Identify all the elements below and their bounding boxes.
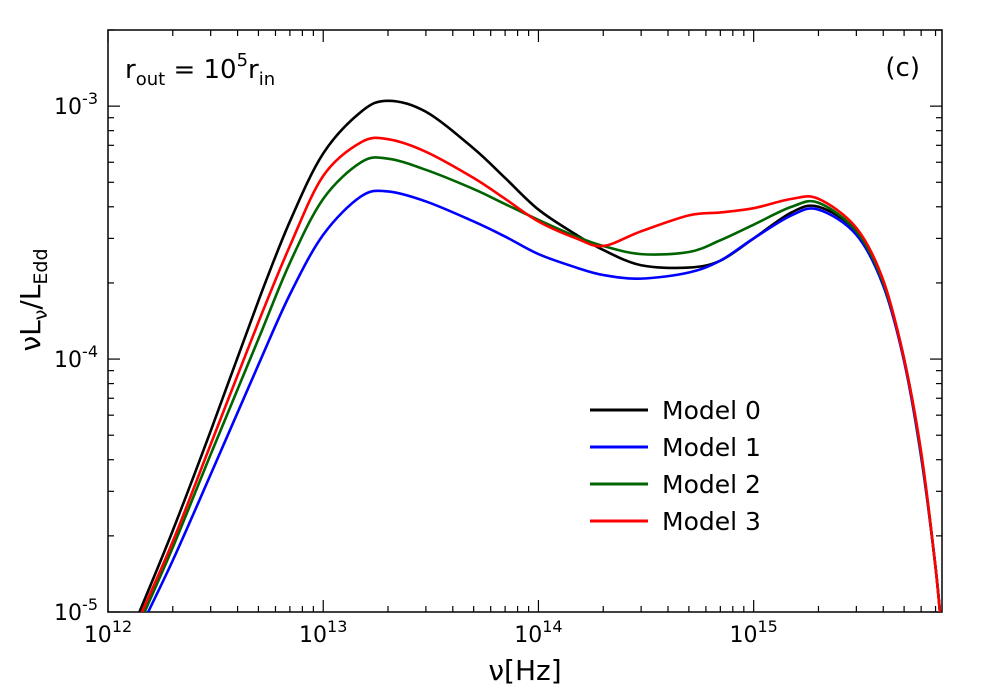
condition-annotation: rout = 105rin bbox=[125, 50, 275, 90]
y-tick-exp: -5 bbox=[82, 595, 98, 614]
y-tick-label: 10-5 bbox=[54, 595, 98, 626]
cond-sub-out: out bbox=[136, 69, 165, 90]
x-tick-label: 1012 bbox=[84, 617, 132, 648]
series-line-model-0 bbox=[138, 99, 942, 612]
cond-mid: = 10 bbox=[165, 55, 236, 85]
x-axis-label: ν[Hz] bbox=[488, 654, 561, 687]
x-tick-labels: 1012 1013 1014 1015 bbox=[84, 617, 778, 648]
series-line-model-3 bbox=[140, 136, 942, 612]
x-tick-base: 10 bbox=[84, 623, 112, 648]
y-tick-exp: -3 bbox=[82, 89, 98, 108]
x-tick-exp: 13 bbox=[327, 617, 347, 636]
cond-sub-in: in bbox=[259, 69, 275, 90]
x-tick-base: 10 bbox=[729, 623, 757, 648]
y-axis-label-sub-edd: Edd bbox=[30, 248, 52, 284]
y-axis-label-nu: ν bbox=[14, 336, 47, 352]
legend-label: Model 3 bbox=[662, 507, 761, 536]
series-lines bbox=[138, 99, 942, 612]
y-tick-base: 10 bbox=[54, 601, 82, 626]
minor-ticks bbox=[108, 29, 942, 612]
panel-label: (c) bbox=[885, 53, 920, 83]
legend-label: Model 1 bbox=[662, 433, 761, 462]
x-tick-exp: 15 bbox=[757, 617, 777, 636]
y-tick-label: 10-3 bbox=[54, 89, 98, 120]
plot-frame bbox=[107, 29, 943, 613]
series-line-model-2 bbox=[143, 156, 942, 612]
y-axis-label-l: L bbox=[14, 320, 47, 336]
legend-label: Model 0 bbox=[662, 396, 761, 425]
y-axis-label-slash: /L bbox=[14, 284, 47, 309]
legend: Model 0 Model 1 Model 2 Model 3 bbox=[590, 396, 761, 536]
legend-label: Model 2 bbox=[662, 470, 761, 499]
x-tick-base: 10 bbox=[299, 623, 327, 648]
y-tick-exp: -4 bbox=[82, 342, 98, 361]
cond-r2: r bbox=[248, 55, 259, 85]
y-tick-label: 10-4 bbox=[54, 342, 98, 373]
x-tick-label: 1015 bbox=[729, 617, 777, 648]
x-tick-label: 1014 bbox=[514, 617, 562, 648]
x-tick-base: 10 bbox=[514, 623, 542, 648]
x-tick-label: 1013 bbox=[299, 617, 347, 648]
series-line-model-1 bbox=[146, 189, 942, 612]
cond-sup: 5 bbox=[237, 50, 248, 71]
y-axis-label: νLν/LEdd bbox=[14, 248, 52, 351]
y-axis-label-sub-nu: ν bbox=[30, 310, 52, 321]
cond-r1: r bbox=[125, 55, 136, 85]
x-tick-exp: 14 bbox=[542, 617, 562, 636]
major-ticks bbox=[107, 30, 942, 613]
y-tick-base: 10 bbox=[54, 95, 82, 120]
x-tick-exp: 12 bbox=[112, 617, 132, 636]
y-tick-labels: 10-510-410-3 bbox=[54, 89, 98, 626]
y-tick-base: 10 bbox=[54, 348, 82, 373]
